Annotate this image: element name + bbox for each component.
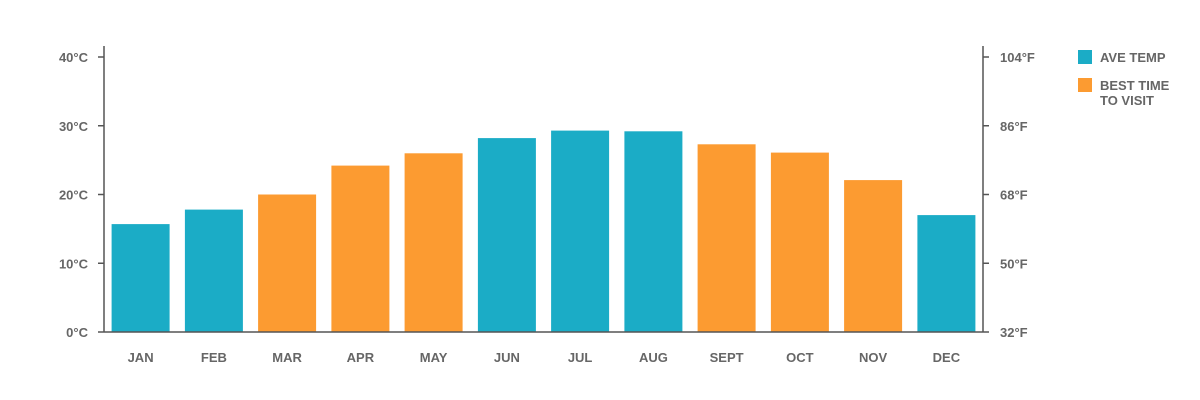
bars-group <box>111 130 976 333</box>
left-tick-label: 0°C <box>66 325 88 340</box>
legend-swatch-best-time <box>1078 78 1092 92</box>
x-tick-label-dec: DEC <box>933 350 961 365</box>
bar-jun <box>477 138 536 332</box>
bar-apr <box>331 165 390 332</box>
bar-sept <box>697 144 756 332</box>
bar-may <box>404 153 463 333</box>
x-tick-label-nov: NOV <box>859 350 888 365</box>
x-tick-label-aug: AUG <box>639 350 668 365</box>
left-tick-label: 30°C <box>59 119 89 134</box>
bar-feb <box>184 209 243 332</box>
right-tick-label: 104°F <box>1000 50 1035 65</box>
bar-mar <box>258 194 317 332</box>
x-tick-label-feb: FEB <box>201 350 227 365</box>
bar-aug <box>624 131 683 333</box>
right-tick-label: 86°F <box>1000 119 1028 134</box>
legend-label-best-time: TO VISIT <box>1100 93 1154 108</box>
x-tick-label-jul: JUL <box>568 350 593 365</box>
left-tick-label: 20°C <box>59 188 89 203</box>
left-y-axis-ticks: 0°C 10°C 20°C 30°C 40°C <box>59 50 104 340</box>
x-tick-label-oct: OCT <box>786 350 814 365</box>
right-tick-label: 50°F <box>1000 256 1028 271</box>
x-tick-label-apr: APR <box>347 350 375 365</box>
legend-label-ave-temp: AVE TEMP <box>1100 50 1166 65</box>
bar-oct <box>770 152 829 332</box>
x-tick-label-jun: JUN <box>494 350 520 365</box>
bar-jan <box>111 224 170 332</box>
left-tick-label: 10°C <box>59 256 89 271</box>
x-tick-label-mar: MAR <box>272 350 302 365</box>
right-tick-label: 68°F <box>1000 188 1028 203</box>
bar-jul <box>551 130 610 332</box>
legend-swatch-ave-temp <box>1078 50 1092 64</box>
right-tick-label: 32°F <box>1000 325 1028 340</box>
x-tick-label-jan: JAN <box>128 350 154 365</box>
right-y-axis-ticks: 32°F 50°F 68°F 86°F 104°F <box>983 50 1035 340</box>
bar-nov <box>844 180 903 332</box>
legend-label-best-time: BEST TIME <box>1100 78 1170 93</box>
x-axis-ticks: JAN FEB MAR APR MAY JUN JUL AUG SEPT OCT NOV DEC <box>128 350 961 365</box>
x-tick-label-may: MAY <box>420 350 448 365</box>
x-tick-label-sept: SEPT <box>710 350 744 365</box>
bar-dec <box>917 215 976 332</box>
axes-group <box>103 46 984 333</box>
left-tick-label: 40°C <box>59 50 89 65</box>
